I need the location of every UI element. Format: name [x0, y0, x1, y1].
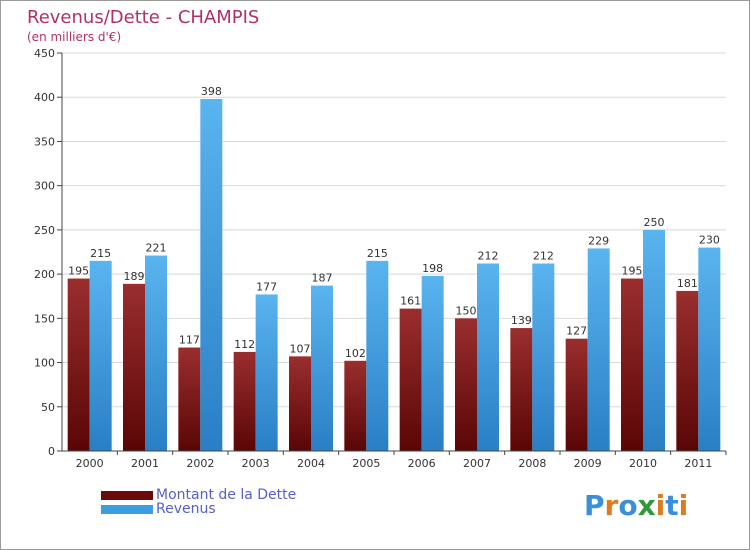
data-label-revenus-2004: 187	[312, 272, 333, 285]
x-tick-label-2004: 2004	[297, 457, 325, 470]
data-label-revenus-2007: 212	[478, 249, 499, 262]
proxiti-logo: Proxiti	[584, 489, 688, 522]
bar-revenus-2003	[255, 294, 278, 451]
x-tick-label-2003: 2003	[242, 457, 270, 470]
data-label-revenus-2009: 229	[588, 234, 609, 247]
bar-dette-2001	[123, 283, 145, 451]
bar-revenus-2010	[643, 229, 665, 451]
data-label-revenus-2006: 198	[422, 262, 443, 275]
y-tick-label-0: 0	[48, 445, 55, 458]
x-tick-label-2000: 2000	[76, 457, 104, 470]
legend-label-dette: Montant de la Dette	[156, 487, 297, 503]
bar-revenus-2002	[200, 98, 223, 451]
x-tick-label-2007: 2007	[463, 457, 491, 470]
data-label-dette-2007: 150	[456, 304, 477, 317]
x-tick-label-2001: 2001	[131, 457, 159, 470]
x-tick-label-2005: 2005	[352, 457, 380, 470]
bar-dette-2011	[676, 290, 699, 451]
logo-letter: x	[637, 489, 656, 522]
bar-revenus-2007	[477, 263, 499, 451]
data-label-revenus-2008: 212	[533, 249, 554, 262]
logo-letter: o	[618, 489, 638, 522]
chart-subtitle: (en milliers d'€)	[27, 30, 122, 44]
data-label-dette-2006: 161	[400, 295, 421, 308]
y-tick-label-400: 400	[34, 91, 55, 104]
bar-dette-2010	[621, 278, 643, 451]
x-tick-label-2008: 2008	[518, 457, 546, 470]
data-label-revenus-2011: 230	[699, 234, 720, 247]
bar-revenus-2001	[145, 255, 167, 451]
logo-letter: i	[655, 489, 666, 522]
data-label-dette-2002: 117	[179, 334, 200, 347]
x-tick-label-2006: 2006	[408, 457, 436, 470]
data-label-dette-2003: 112	[234, 338, 255, 351]
y-tick-label-100: 100	[34, 357, 55, 370]
logo-letter: i	[678, 489, 689, 522]
x-tick-label-2011: 2011	[684, 457, 712, 470]
legend-item-dette: Montant de la Dette	[101, 487, 296, 503]
bar-dette-2002	[178, 347, 201, 451]
data-label-dette-2000: 195	[68, 265, 89, 278]
data-label-revenus-2001: 221	[146, 242, 167, 255]
bar-revenus-2006	[421, 275, 444, 451]
logo-letter: t	[665, 489, 679, 522]
bar-dette-2005	[344, 360, 367, 451]
y-tick-label-150: 150	[34, 312, 55, 325]
bar-revenus-2005	[366, 260, 389, 451]
data-label-revenus-2002: 398	[201, 85, 222, 98]
x-tick-label-2009: 2009	[574, 457, 602, 470]
y-tick-label-300: 300	[34, 180, 55, 193]
y-tick-label-250: 250	[34, 224, 55, 237]
data-label-dette-2008: 139	[511, 314, 532, 327]
legend-swatch-revenus	[101, 504, 153, 514]
bar-dette-2006	[399, 308, 422, 451]
data-label-revenus-2005: 215	[367, 247, 388, 260]
chart-title: Revenus/Dette - CHAMPIS	[27, 7, 260, 28]
bar-revenus-2004	[311, 285, 333, 451]
data-label-dette-2011: 181	[677, 277, 698, 290]
data-label-dette-2004: 107	[290, 342, 311, 355]
x-tick-label-2002: 2002	[186, 457, 214, 470]
legend-label-revenus: Revenus	[156, 501, 216, 517]
bar-revenus-2000	[89, 260, 112, 451]
y-tick-label-350: 350	[34, 135, 55, 148]
legend-item-revenus: Revenus	[101, 501, 216, 517]
data-label-revenus-2010: 250	[644, 216, 665, 229]
data-label-revenus-2003: 177	[256, 280, 277, 293]
data-label-revenus-2000: 215	[90, 247, 111, 260]
data-label-dette-2009: 127	[566, 325, 587, 338]
y-tick-label-50: 50	[41, 401, 55, 414]
y-tick-label-450: 450	[34, 47, 55, 60]
bar-dette-2003	[233, 351, 256, 451]
bar-dette-2007	[455, 318, 477, 451]
data-label-dette-2001: 189	[124, 270, 145, 283]
legend-swatch-dette	[101, 490, 153, 500]
bar-dette-2004	[289, 356, 311, 451]
y-tick-label-200: 200	[34, 268, 55, 281]
bar-revenus-2008	[532, 263, 555, 451]
bar-revenus-2009	[587, 248, 610, 451]
logo-letter: r	[604, 489, 619, 522]
bar-dette-2009	[565, 338, 588, 451]
bar-revenus-2011	[698, 247, 721, 451]
data-label-dette-2005: 102	[345, 347, 366, 360]
logo-letter: P	[584, 489, 605, 522]
bar-dette-2000	[67, 278, 90, 451]
data-label-dette-2010: 195	[622, 265, 643, 278]
bar-dette-2008	[510, 328, 533, 451]
x-tick-label-2010: 2010	[629, 457, 657, 470]
